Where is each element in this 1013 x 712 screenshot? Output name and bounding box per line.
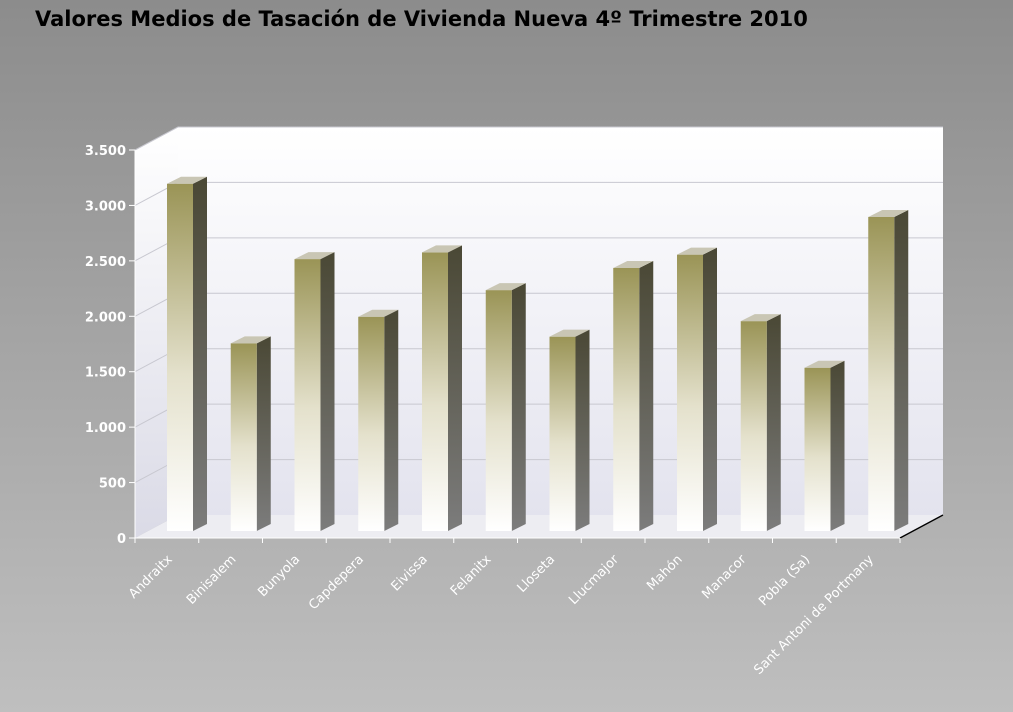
bar-side (511, 283, 526, 531)
bar-front (358, 316, 385, 531)
bar-front (549, 336, 576, 531)
bar (485, 283, 526, 531)
bar-side (894, 209, 909, 531)
bar (613, 260, 654, 531)
x-tick-label: Binisalem (184, 552, 239, 607)
bar (294, 252, 335, 531)
bar-top (358, 309, 399, 317)
bar-top (294, 252, 335, 260)
bar-top (677, 247, 717, 255)
bar-side (448, 245, 462, 531)
x-tick-label: Lloseta (515, 552, 559, 596)
y-tick-label: 2.500 (85, 255, 126, 270)
x-tick-label: Andraitx (126, 552, 176, 602)
bar-front (230, 343, 257, 531)
y-tick-label: 3.000 (85, 199, 126, 214)
bar-top (868, 209, 909, 217)
x-tick-label: Eivissa (389, 552, 431, 594)
x-tick-label: Felanitx (448, 552, 495, 599)
x-tick-label: Pobla (Sa) (756, 552, 813, 609)
bar (740, 314, 781, 531)
bar-front (868, 216, 895, 531)
bar-side (193, 176, 207, 532)
bar-front (804, 367, 831, 531)
bar-side (320, 252, 335, 531)
bar-top (613, 260, 654, 268)
x-tick-label: Sant Antoni de Portmany (751, 552, 877, 678)
y-tick-label: 500 (99, 477, 126, 492)
y-tick-label: 1.000 (85, 421, 126, 436)
y-tick-label: 3.500 (85, 144, 126, 159)
bar-front (485, 290, 512, 531)
bar-front (167, 183, 193, 532)
bar (167, 176, 207, 532)
bar-top (422, 245, 462, 253)
bar-top (740, 314, 781, 322)
bar-side (384, 309, 399, 531)
x-tick-label: Mahón (644, 552, 685, 593)
gridline (134, 126, 943, 151)
bar-top (230, 336, 271, 344)
bar-side (830, 360, 845, 531)
bar (230, 336, 271, 531)
x-tick-label: Capdepera (306, 552, 367, 613)
bar-side (766, 314, 781, 531)
bar (804, 360, 845, 531)
chart-title: Valores Medios de Tasación de Vivienda N… (35, 7, 808, 31)
bar (677, 247, 717, 531)
bar-front (422, 252, 448, 531)
bar (422, 245, 462, 531)
bar (358, 309, 399, 531)
bar-top (167, 176, 207, 184)
y-tick-label: 2.000 (85, 310, 126, 325)
bar-side (256, 336, 271, 531)
bar-side (575, 329, 590, 531)
bar (868, 209, 909, 531)
bar (549, 329, 590, 531)
y-tick-label: 0 (117, 532, 126, 547)
floor-edge-line (899, 514, 944, 539)
bar-front (740, 321, 767, 531)
x-tick-label: Bunyola (255, 552, 303, 600)
bar-top (549, 329, 590, 337)
x-tick-label: Llucmajor (566, 552, 622, 608)
bar-top (804, 360, 845, 368)
x-tick-label: Manacor (699, 552, 750, 603)
bar-front (294, 259, 321, 531)
bar-side (703, 247, 717, 531)
y-tick-label: 1.500 (85, 366, 126, 381)
bar-top (485, 283, 526, 291)
bar-front (677, 254, 703, 531)
bar-side (639, 260, 654, 531)
bar-front (613, 267, 640, 531)
